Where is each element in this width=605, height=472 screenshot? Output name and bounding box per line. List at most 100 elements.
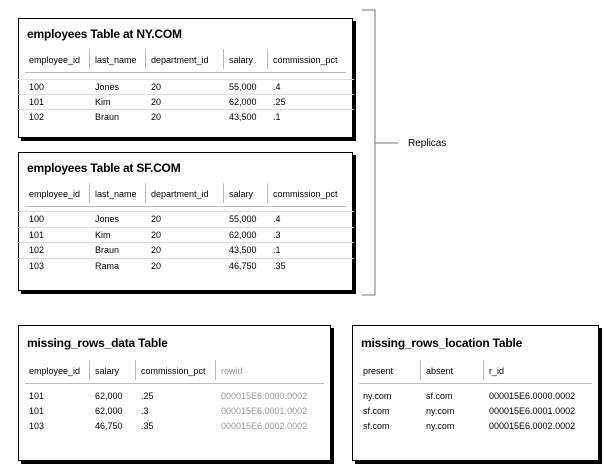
table-box: missing_rows_location Table present absent…: [352, 325, 599, 461]
column-separator: [483, 360, 484, 380]
header-rule: [25, 72, 346, 73]
cell: 55,000: [229, 214, 257, 224]
column-separator: [89, 49, 90, 69]
column-header: last_name: [95, 189, 137, 199]
table-box: missing_rows_data Table employee_id salary…: [18, 325, 331, 461]
cell: .3: [141, 406, 149, 416]
cell: .35: [273, 260, 286, 271]
cell: 000015E6.0002.0002: [489, 421, 576, 431]
row-rule: [17, 226, 354, 228]
header-rule: [359, 383, 592, 384]
cell: .1: [273, 245, 281, 255]
table-box: employees Table at SF.COM employee_id last…: [17, 152, 354, 291]
row-rule: [17, 94, 354, 95]
column-separator: [145, 49, 146, 69]
column-separator: [89, 183, 90, 203]
row-rule: [17, 79, 354, 80]
cell: 43,500: [229, 112, 257, 122]
cell: 000015E6.0001.0002: [489, 406, 576, 416]
cell: 101: [29, 391, 45, 401]
table-title: missing_rows_location Table: [361, 336, 523, 350]
cell: 20: [151, 229, 162, 240]
cell: Kim: [95, 97, 111, 107]
column-separator: [420, 360, 421, 380]
cell: 62,000: [95, 391, 123, 401]
column-header: salary: [229, 55, 254, 65]
column-header: employee_id: [29, 55, 81, 65]
header-rule: [25, 383, 324, 384]
cell: sf.com: [363, 406, 390, 416]
cell: 100: [29, 82, 45, 92]
cell: 103: [29, 260, 45, 271]
cell: 46,750: [95, 421, 123, 431]
cell: .1: [273, 112, 281, 122]
table-title: missing_rows_data Table: [27, 336, 168, 350]
row-rule: [17, 109, 354, 110]
cell: Jones: [95, 82, 120, 92]
cell: ny.com: [426, 421, 455, 431]
column-header: salary: [95, 366, 120, 376]
cell: 62,000: [229, 229, 257, 240]
column-header: commission_pct: [273, 55, 338, 65]
column-header: present: [363, 366, 394, 376]
column-separator: [267, 183, 268, 203]
column-header: employee_id: [29, 366, 81, 376]
row-rule: [17, 211, 354, 212]
cell: 20: [151, 112, 162, 122]
cell: 000015E6.0001.0002: [221, 406, 308, 416]
row-rule: [17, 242, 354, 243]
column-header: department_id: [151, 189, 209, 199]
cell: 55,000: [229, 82, 257, 92]
table-box: employees Table at NY.COM employee_id last…: [17, 18, 354, 138]
column-separator: [145, 183, 146, 203]
cell: Braun: [95, 245, 120, 255]
header-rule: [25, 206, 346, 207]
column-separator: [135, 360, 136, 380]
cell: 46,750: [229, 260, 257, 271]
cell: 101: [29, 229, 45, 240]
cell: ny.com: [363, 391, 392, 401]
cell: .3: [273, 229, 281, 240]
cell: 103: [29, 421, 45, 431]
cell: Braun: [95, 112, 120, 122]
cell: 62,000: [95, 406, 123, 416]
cell: 101: [29, 97, 45, 107]
cell: 000015E6.0000.0002: [489, 391, 576, 401]
cell: 000015E6.0002.0002: [221, 421, 308, 431]
cell: 20: [151, 260, 162, 271]
cell: Kim: [95, 229, 111, 240]
cell: ny.com: [426, 406, 455, 416]
column-separator: [267, 49, 268, 69]
column-header: commission_pct: [273, 189, 338, 199]
column-header: last_name: [95, 55, 137, 65]
cell: sf.com: [363, 421, 390, 431]
cell: 100: [29, 214, 45, 224]
table-title: employees Table at NY.COM: [27, 27, 182, 41]
cell: Jones: [95, 214, 120, 224]
cell: 20: [151, 214, 162, 224]
cell: sf.com: [426, 391, 453, 401]
column-separator: [223, 49, 224, 69]
column-header: salary: [229, 189, 254, 199]
cell: Rama: [95, 260, 120, 271]
column-header: rowid: [221, 366, 243, 376]
cell: 62,000: [229, 97, 257, 107]
column-header: r_id: [489, 366, 505, 376]
cell: .4: [273, 82, 281, 92]
row-rule: [17, 257, 354, 259]
cell: 20: [151, 82, 162, 92]
cell: .4: [273, 214, 281, 224]
column-header: absent: [426, 366, 454, 376]
column-header: department_id: [151, 55, 209, 65]
cell: 102: [29, 245, 45, 255]
column-header: commission_pct: [141, 366, 206, 376]
cell: .25: [273, 97, 286, 107]
cell: .25: [141, 391, 154, 401]
cell: .35: [141, 421, 154, 431]
column-separator: [215, 360, 216, 380]
cell: 43,500: [229, 245, 257, 255]
cell: 000015E6.0000.0002: [221, 391, 308, 401]
bracket-label: Replicas: [408, 138, 447, 149]
cell: 101: [29, 406, 45, 416]
